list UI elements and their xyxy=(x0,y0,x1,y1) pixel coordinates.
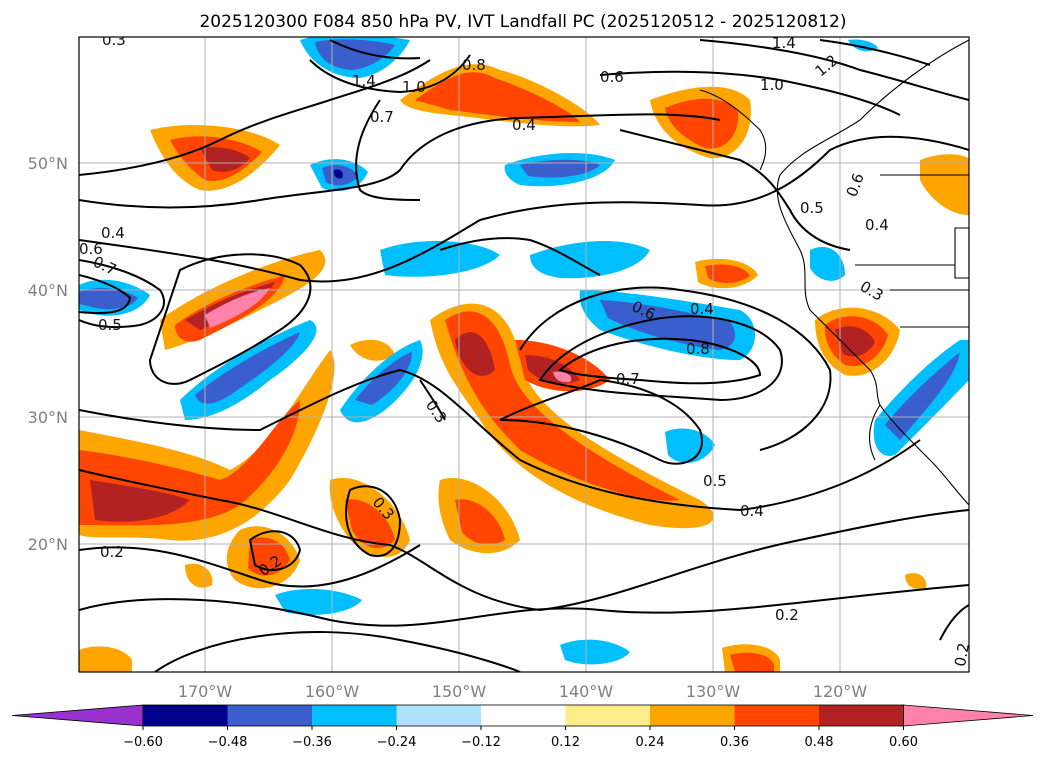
colorbar-frame xyxy=(142,704,904,727)
contour-label: 0.4 xyxy=(512,116,536,134)
colorbar-segment xyxy=(734,705,820,726)
contour-label: 0.8 xyxy=(462,56,486,74)
contour-label: 0.5 xyxy=(800,199,824,217)
coastlines xyxy=(699,39,969,506)
longitude-labels: 170°W 160°W 150°W 140°W 130°W 120°W xyxy=(178,682,868,701)
colorbar-tick-label: −0.12 xyxy=(461,735,501,750)
contour-label: 1.4 xyxy=(772,34,796,52)
colorbar-extend-low xyxy=(11,704,144,727)
lat-label: 50°N xyxy=(28,154,68,173)
contour-label: 0.3 xyxy=(102,31,126,49)
colorbar-segment xyxy=(565,705,651,726)
colorbar-segment xyxy=(650,705,735,726)
pv-negative-shading xyxy=(79,37,969,665)
contour-label: 0.2 xyxy=(775,606,799,624)
contour-label: 0.4 xyxy=(101,224,125,242)
colorbar-segment xyxy=(143,705,228,726)
contour-label: 0.5 xyxy=(98,316,122,334)
colorbar-segment xyxy=(227,705,313,726)
contour-label: 0.7 xyxy=(616,370,640,388)
colorbar-ticks: −0.60 −0.48 −0.36 −0.24 −0.12 0.12 0.24 0.36 0.4… xyxy=(123,726,918,750)
map-frame xyxy=(78,36,970,673)
lon-label: 170°W xyxy=(178,682,233,701)
colorbar-tick-label: 0.60 xyxy=(889,735,918,750)
lon-label: 160°W xyxy=(305,682,360,701)
colorbar-tick-label: −0.48 xyxy=(208,735,248,750)
contour-label: 0.7 xyxy=(370,108,394,126)
lat-label: 20°N xyxy=(28,535,68,554)
colorbar-tick-label: −0.36 xyxy=(292,735,332,750)
colorbar-segment xyxy=(481,705,566,726)
contour-label: 0.2 xyxy=(100,543,124,561)
lon-label: 130°W xyxy=(686,682,741,701)
colorbar-segment xyxy=(396,705,482,726)
ivt-contours xyxy=(79,39,969,672)
map-area: 0.3 1.4 1.2 1.0 0.8 1.4 1.0 0.7 0.6 0.4 … xyxy=(79,31,973,672)
colorbar-tick-label: −0.60 xyxy=(123,735,163,750)
graticule xyxy=(79,37,969,672)
colorbar-segment xyxy=(312,705,397,726)
colorbar-segment xyxy=(819,705,904,726)
colorbar-segments xyxy=(11,704,1034,727)
lon-label: 140°W xyxy=(559,682,614,701)
colorbar-tick-label: 0.48 xyxy=(805,735,834,750)
colorbar-tick-label: 0.24 xyxy=(636,735,665,750)
contour-label: 0.6 xyxy=(79,240,103,258)
lon-label: 150°W xyxy=(432,682,487,701)
contour-label: 0.5 xyxy=(703,472,727,490)
colorbar-tick-label: 0.36 xyxy=(720,735,749,750)
contour-label: 1.0 xyxy=(402,78,426,96)
contour-label: 0.4 xyxy=(740,502,764,520)
colorbar: −0.60 −0.48 −0.36 −0.24 −0.12 0.12 0.24 0.36 0.4… xyxy=(11,704,1034,750)
contour-label: 0.4 xyxy=(690,300,714,318)
lon-label: 120°W xyxy=(813,682,868,701)
contour-label: 0.4 xyxy=(865,216,889,234)
contour-label: 1.4 xyxy=(352,72,376,90)
contour-label: 0.8 xyxy=(686,340,710,358)
lat-label: 40°N xyxy=(28,281,68,300)
lat-label: 30°N xyxy=(28,408,68,427)
latitude-labels: 50°N 40°N 30°N 20°N xyxy=(28,154,68,554)
contour-label: 0.2 xyxy=(951,641,973,668)
contour-label: 0.6 xyxy=(600,68,624,86)
colorbar-extend-high xyxy=(903,704,1034,727)
colorbar-tick-label: 0.12 xyxy=(551,735,580,750)
map-title: 2025120300 F084 850 hPa PV, IVT Landfall… xyxy=(199,12,846,32)
colorbar-tick-label: −0.24 xyxy=(377,735,417,750)
contour-label: 1.0 xyxy=(760,76,784,94)
